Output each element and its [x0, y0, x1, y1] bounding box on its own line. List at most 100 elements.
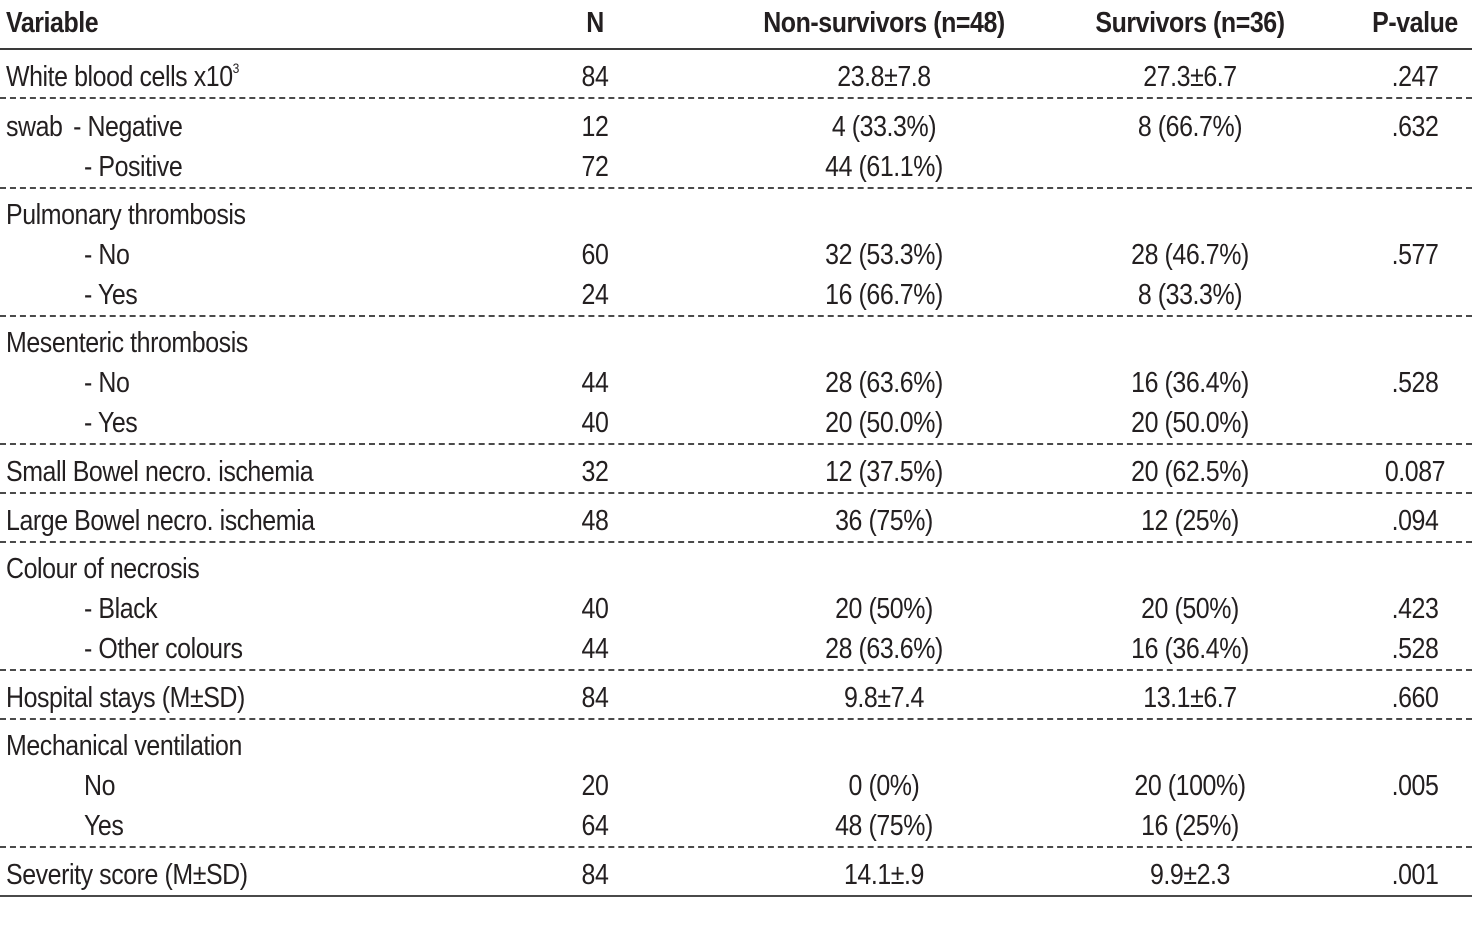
header-p-value: P-value [1372, 7, 1458, 39]
table-header: Variable N Non-survivors (n=48) Survivor… [0, 0, 1472, 50]
cell-p-value: .528 [1391, 367, 1439, 399]
table-row: No 20 0 (0%) 20 (100%) .005 [0, 766, 1472, 806]
header-variable: Variable [6, 7, 99, 39]
group-large-bowel: Large Bowel necro. ischemia 48 36 (75%) … [0, 494, 1472, 543]
row-label: - No [84, 239, 130, 271]
cell-p-value [1359, 275, 1471, 315]
cell-p-value: .632 [1391, 111, 1439, 143]
row-label: Colour of necrosis [6, 553, 200, 585]
cell-survivors: 28 (46.7%) [1131, 239, 1249, 271]
row-label: Mesenteric thrombosis [6, 327, 248, 359]
table-row: White blood cells x103 84 23.8±7.8 27.3±… [0, 57, 1472, 97]
table-row: - Positive 72 44 (61.1%) [0, 147, 1472, 187]
cell-n: 60 [581, 239, 609, 271]
cell-non-survivors: 23.8±7.8 [837, 61, 931, 93]
header-n: N [586, 7, 604, 39]
cell-p-value [1359, 147, 1471, 187]
cell-p-value: .247 [1391, 61, 1439, 93]
cell-non-survivors: 0 (0%) [848, 770, 920, 802]
row-label: - Yes [84, 407, 138, 439]
cell-survivors: 9.9±2.3 [1149, 859, 1231, 891]
group-severity-score: Severity score (M±SD) 84 14.1±.9 9.9±2.3… [0, 848, 1472, 897]
cell-p-value: .660 [1391, 682, 1439, 714]
table-row: - No 44 28 (63.6%) 16 (36.4%) .528 [0, 363, 1472, 403]
cell-survivors: 20 (62.5%) [1131, 456, 1249, 488]
cell-n: 12 [581, 111, 609, 143]
cell-non-survivors: 9.8±7.4 [843, 682, 925, 714]
group-swab: swab - Negative 12 4 (33.3%) 8 (66.7%) .6… [0, 99, 1472, 189]
cell-n: 84 [581, 61, 609, 93]
row-label: Mechanical ventilation [6, 730, 242, 762]
row-label: - No [84, 367, 130, 399]
row-label: Severity score (M±SD) [6, 859, 248, 891]
table-row: Mechanical ventilation [0, 726, 1472, 766]
cell-survivors [1061, 147, 1319, 187]
table-row: - No 60 32 (53.3%) 28 (46.7%) .577 [0, 235, 1472, 275]
table-row: swab - Negative 12 4 (33.3%) 8 (66.7%) .6… [0, 107, 1472, 147]
cell-non-survivors: 28 (63.6%) [825, 367, 943, 399]
cell-non-survivors: 12 (37.5%) [825, 456, 943, 488]
cell-non-survivors: 20 (50%) [835, 593, 933, 625]
cell-survivors: 27.3±6.7 [1143, 61, 1237, 93]
table-row: Small Bowel necro. ischemia 32 12 (37.5%… [0, 452, 1472, 492]
cell-non-survivors: 4 (33.3%) [831, 111, 937, 143]
cell-survivors: 20 (50.0%) [1131, 407, 1249, 439]
row-label: Hospital stays (M±SD) [6, 682, 245, 714]
row-label: Yes [84, 810, 124, 842]
group-mesenteric-thrombosis: Mesenteric thrombosis - No 44 28 (63.6%)… [0, 317, 1472, 445]
row-label: Small Bowel necro. ischemia [6, 456, 314, 488]
cell-p-value: 0.087 [1384, 456, 1446, 488]
row-label-prefix: swab [6, 111, 63, 143]
row-label: White blood cells x103 [6, 57, 239, 97]
cell-survivors: 20 (100%) [1134, 770, 1246, 802]
cell-n: 44 [581, 633, 609, 665]
cell-p-value: .423 [1391, 593, 1439, 625]
row-label: - Positive [84, 151, 183, 183]
group-hospital-stays: Hospital stays (M±SD) 84 9.8±7.4 13.1±6.… [0, 671, 1472, 720]
cell-n: 40 [581, 407, 609, 439]
table-row: - Yes 40 20 (50.0%) 20 (50.0%) [0, 403, 1472, 443]
cell-survivors: 13.1±6.7 [1143, 682, 1237, 714]
cell-n: 48 [581, 505, 609, 537]
cell-n: 20 [581, 770, 609, 802]
cell-non-survivors: 16 (66.7%) [825, 279, 943, 311]
cell-n: 64 [581, 810, 609, 842]
cell-survivors: 20 (50%) [1141, 593, 1239, 625]
table-row: Colour of necrosis [0, 549, 1472, 589]
cell-n: 84 [581, 859, 609, 891]
row-label: Pulmonary thrombosis [6, 199, 246, 231]
data-table: Variable N Non-survivors (n=48) Survivor… [0, 0, 1472, 897]
cell-non-survivors: 14.1±.9 [843, 859, 925, 891]
table-row: Hospital stays (M±SD) 84 9.8±7.4 13.1±6.… [0, 678, 1472, 718]
cell-n: 84 [581, 682, 609, 714]
row-label: Large Bowel necro. ischemia [6, 505, 315, 537]
row-label: - Black [84, 593, 158, 625]
table-row: Pulmonary thrombosis [0, 195, 1472, 235]
cell-p-value: .005 [1391, 770, 1439, 802]
cell-n: 44 [581, 367, 609, 399]
cell-n: 72 [581, 151, 609, 183]
cell-survivors: 16 (36.4%) [1131, 367, 1249, 399]
group-colour-of-necrosis: Colour of necrosis - Black 40 20 (50%) 2… [0, 543, 1472, 671]
cell-n: 32 [581, 456, 609, 488]
group-white-blood-cells: White blood cells x103 84 23.8±7.8 27.3±… [0, 50, 1472, 99]
row-label-text: White blood cells x10 [6, 61, 233, 93]
table-row: Large Bowel necro. ischemia 48 36 (75%) … [0, 501, 1472, 541]
row-label: - Other colours [84, 633, 243, 665]
cell-survivors: 8 (66.7%) [1137, 111, 1243, 143]
cell-p-value: .094 [1391, 505, 1439, 537]
row-label-superscript: 3 [232, 60, 240, 76]
row-label: swab - Negative [6, 107, 183, 147]
table-row: Yes 64 48 (75%) 16 (25%) [0, 806, 1472, 846]
cell-n: 40 [581, 593, 609, 625]
cell-p-value: .528 [1391, 633, 1439, 665]
cell-non-survivors: 20 (50.0%) [825, 407, 943, 439]
header-non-survivors: Non-survivors (n=48) [763, 7, 1005, 39]
cell-survivors: 16 (36.4%) [1131, 633, 1249, 665]
table-row: - Other colours 44 28 (63.6%) 16 (36.4%)… [0, 629, 1472, 669]
cell-p-value [1359, 806, 1471, 846]
table-row: Mesenteric thrombosis [0, 323, 1472, 363]
row-label: No [84, 770, 116, 802]
table-row: Severity score (M±SD) 84 14.1±.9 9.9±2.3… [0, 855, 1472, 895]
cell-p-value: .577 [1391, 239, 1439, 271]
